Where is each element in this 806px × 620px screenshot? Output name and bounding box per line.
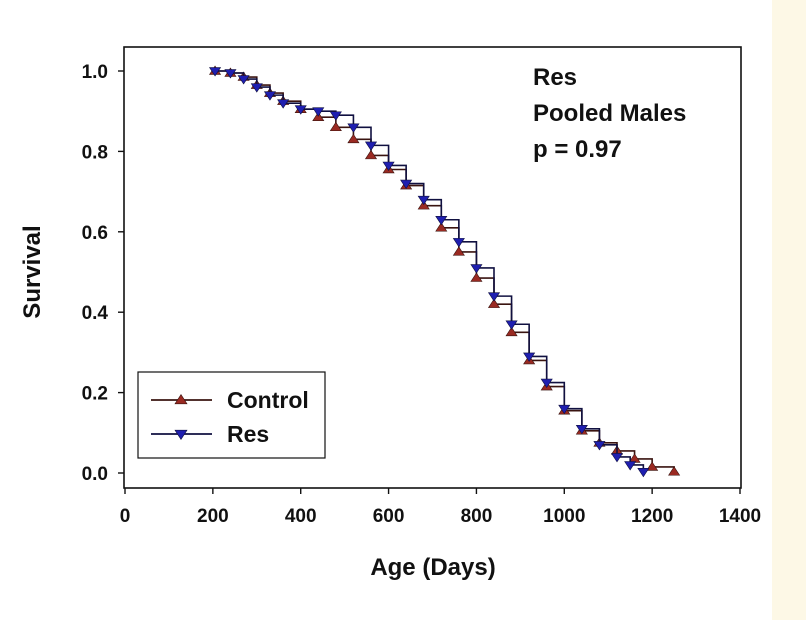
data-point [593,441,606,451]
legend-res-sample [151,429,212,440]
data-point [452,238,465,248]
data-point [646,461,659,471]
x-tick-label: 600 [373,506,405,527]
x-tick-label: 200 [197,506,229,527]
y-tick-label: 0.2 [82,384,108,405]
data-point [575,425,588,435]
x-tick-label: 0 [120,506,131,527]
y-tick-label: 0.4 [82,303,109,324]
data-point [540,378,553,389]
data-point [329,111,342,121]
data-point [487,298,501,308]
x-tick-label: 400 [285,506,317,527]
annotation-line-1: Res [533,64,577,91]
legend-marker [174,429,188,440]
annotation-line-3: p = 0.97 [533,136,622,163]
data-point [294,105,307,115]
data-point [277,99,290,109]
legend-control-sample [151,394,212,405]
data-point [382,161,395,171]
legend-label-res: Res [227,421,269,447]
y-axis-title: Survival [19,225,46,318]
legend-marker [174,394,188,405]
legend-label-control: Control [227,387,309,413]
data-point [329,121,342,132]
data-point [312,107,325,117]
x-axis-title: Age (Days) [370,554,495,581]
series-res [208,67,650,478]
data-point [558,404,571,415]
axes-layer: 0 200 400 600 800 1000 1200 1400 0.0 0.2 0.4 0.6 0.8… [82,46,761,527]
data-point [347,133,360,144]
side-panel [772,0,806,620]
legend: Control Res [137,371,326,459]
data-point [435,215,448,226]
y-tick-label: 0.8 [82,142,108,163]
x-tick-label: 1400 [719,506,761,527]
y-tick-label: 0.0 [82,464,108,485]
x-tick-label: 1000 [543,506,585,527]
data-point [668,466,681,476]
data-point [347,123,360,133]
data-point [237,75,250,85]
y-tick-label: 0.6 [82,223,108,244]
data-layer [208,65,681,478]
data-point [637,468,650,478]
legend-box [137,371,326,459]
data-point [487,292,501,302]
data-point [523,352,536,362]
data-point [435,222,448,232]
data-point [610,453,624,463]
data-point [400,179,413,190]
plot-frame [123,46,742,489]
data-point [624,461,637,471]
data-point [452,246,465,256]
data-point [208,67,222,77]
data-point [263,91,277,101]
y-tick-label: 1.0 [82,62,108,83]
data-point [470,264,483,274]
data-point [364,149,378,160]
data-point [417,195,430,206]
data-point [364,141,378,151]
data-point [470,272,483,282]
data-point [505,326,518,337]
data-point [250,83,263,93]
data-point [505,320,518,330]
x-tick-label: 800 [461,506,493,527]
data-point [224,69,237,79]
x-tick-label: 1200 [631,506,673,527]
annotation-line-2: Pooled Males [533,100,686,127]
